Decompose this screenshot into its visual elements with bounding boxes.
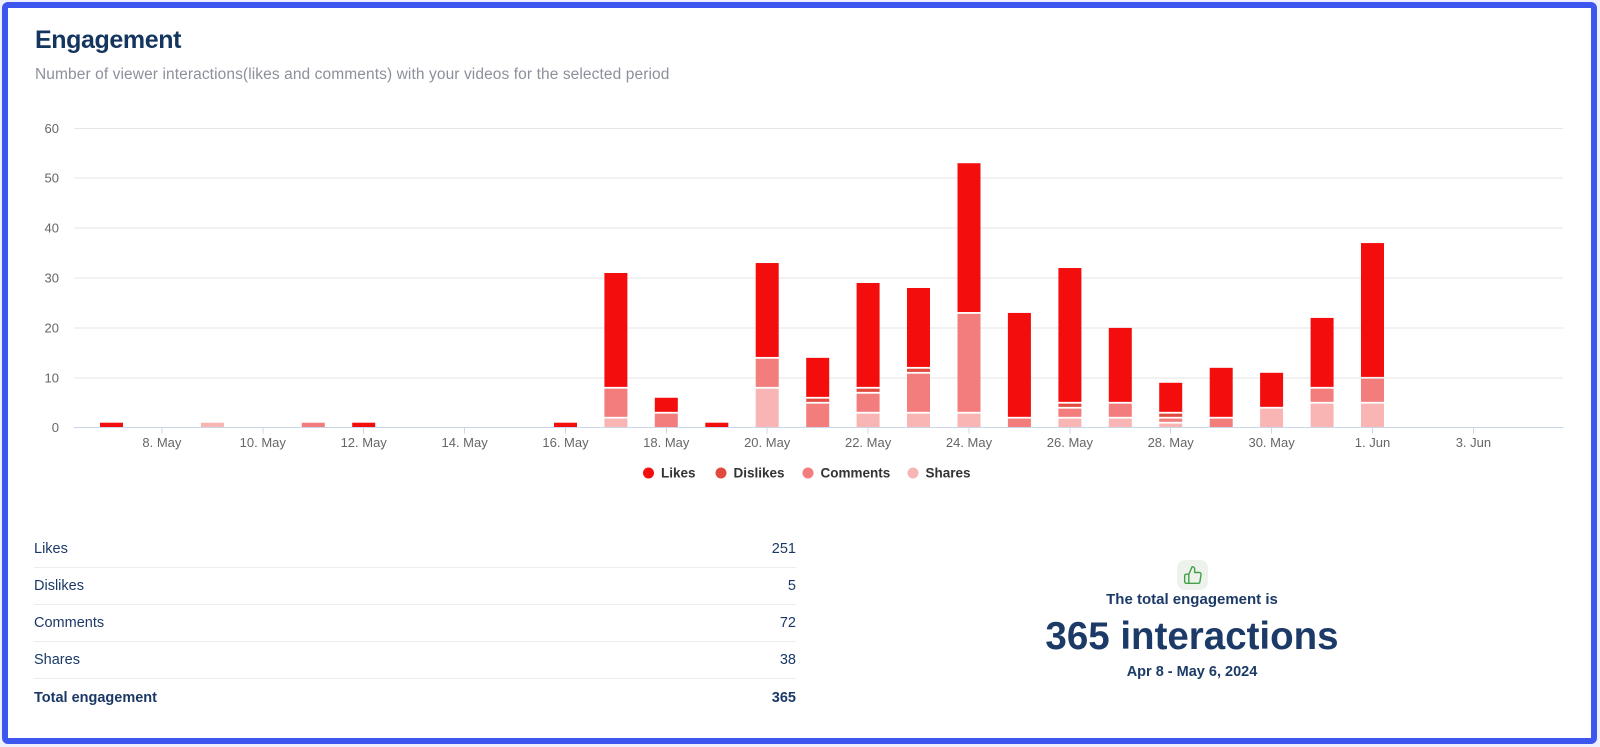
svg-text:16. May: 16. May: [542, 435, 589, 450]
svg-text:60: 60: [45, 121, 59, 136]
svg-text:30: 30: [45, 271, 59, 286]
svg-text:30. May: 30. May: [1248, 435, 1295, 450]
svg-text:22. May: 22. May: [845, 435, 892, 450]
svg-text:20. May: 20. May: [744, 435, 791, 450]
svg-text:40: 40: [45, 221, 59, 236]
svg-text:20: 20: [45, 320, 59, 335]
svg-text:Dislikes: Dislikes: [734, 466, 785, 481]
svg-text:8. May: 8. May: [142, 435, 182, 450]
svg-text:24. May: 24. May: [946, 435, 993, 450]
svg-text:3. Jun: 3. Jun: [1456, 435, 1491, 450]
svg-text:26. May: 26. May: [1047, 435, 1094, 450]
svg-text:14. May: 14. May: [441, 435, 488, 450]
svg-text:1. Jun: 1. Jun: [1355, 435, 1390, 450]
svg-text:28. May: 28. May: [1148, 435, 1195, 450]
svg-text:18. May: 18. May: [643, 435, 690, 450]
svg-text:12. May: 12. May: [341, 435, 388, 450]
svg-text:10: 10: [45, 370, 59, 385]
svg-text:50: 50: [45, 171, 59, 186]
svg-text:10. May: 10. May: [240, 435, 287, 450]
svg-text:Shares: Shares: [926, 466, 971, 481]
svg-text:0: 0: [52, 420, 59, 435]
svg-text:Likes: Likes: [661, 466, 696, 481]
svg-text:Comments: Comments: [821, 466, 891, 481]
